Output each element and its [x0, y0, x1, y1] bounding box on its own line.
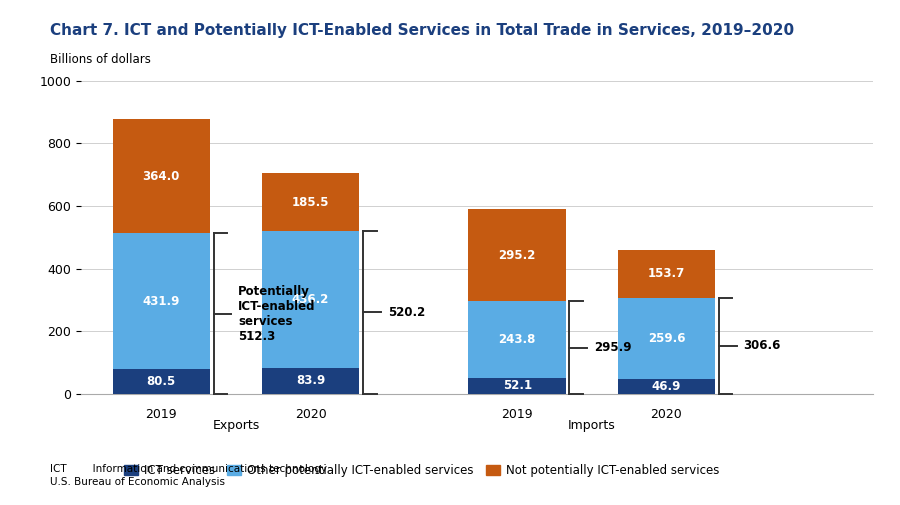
Text: 153.7: 153.7: [648, 267, 685, 280]
Text: 2019: 2019: [146, 408, 177, 421]
Text: Potentially
ICT-enabled
services
512.3: Potentially ICT-enabled services 512.3: [238, 285, 316, 343]
Text: 83.9: 83.9: [296, 374, 325, 387]
Text: 52.1: 52.1: [502, 379, 532, 392]
Legend: ICT services, Other potentially ICT-enabled services, Not potentially ICT-enable: ICT services, Other potentially ICT-enab…: [120, 460, 724, 482]
Text: Billions of dollars: Billions of dollars: [50, 53, 150, 66]
Text: 431.9: 431.9: [143, 294, 180, 308]
Text: 306.6: 306.6: [743, 339, 781, 352]
Text: 295.2: 295.2: [499, 248, 536, 262]
Bar: [262, 368, 359, 394]
Text: 295.9: 295.9: [594, 341, 632, 354]
Text: 46.9: 46.9: [652, 380, 681, 393]
Bar: [112, 233, 210, 369]
Text: 259.6: 259.6: [648, 332, 685, 345]
Text: 2019: 2019: [501, 408, 533, 421]
Text: 436.2: 436.2: [292, 293, 329, 306]
Text: ICT        Information and communications technology: ICT Information and communications techn…: [50, 464, 327, 474]
Text: 364.0: 364.0: [143, 170, 180, 183]
Text: 243.8: 243.8: [499, 333, 536, 346]
Text: Imports: Imports: [568, 419, 616, 432]
Bar: [617, 298, 716, 379]
Text: 2020: 2020: [294, 408, 327, 421]
Text: 80.5: 80.5: [147, 375, 176, 388]
Bar: [112, 120, 210, 233]
Bar: [262, 231, 359, 368]
Bar: [468, 378, 566, 394]
Bar: [468, 301, 566, 378]
Bar: [617, 250, 716, 298]
Text: 185.5: 185.5: [292, 195, 329, 209]
Text: 2020: 2020: [651, 408, 682, 421]
Bar: [617, 379, 716, 394]
Text: Chart 7. ICT and Potentially ICT-Enabled Services in Total Trade in Services, 20: Chart 7. ICT and Potentially ICT-Enabled…: [50, 23, 794, 38]
Text: 520.2: 520.2: [388, 306, 425, 319]
Text: Exports: Exports: [212, 419, 259, 432]
Bar: [112, 369, 210, 394]
Bar: [468, 209, 566, 301]
Text: U.S. Bureau of Economic Analysis: U.S. Bureau of Economic Analysis: [50, 477, 224, 487]
Bar: [262, 173, 359, 231]
